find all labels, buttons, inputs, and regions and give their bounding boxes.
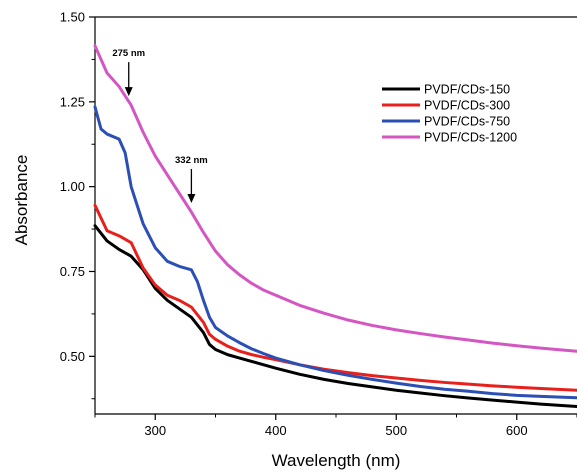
- legend-label: PVDF/CDs-150: [424, 83, 510, 97]
- series-line-pvdf-cds-1200: [93, 44, 577, 353]
- legend-label: PVDF/CDs-300: [424, 99, 510, 113]
- y-tick-label: 1.25: [60, 94, 85, 109]
- series-line-pvdf-cds-750: [93, 105, 577, 400]
- plot-area: [93, 44, 577, 409]
- legend: PVDF/CDs-150 PVDF/CDs-300 PVDF/CDs-750 PVDF…: [382, 83, 517, 145]
- axes: 300 400 500 600 0.50 0.75 1.00 1.25 1.50: [60, 10, 577, 438]
- y-tick-label: 0.75: [60, 264, 85, 279]
- x-tick-label: 400: [265, 423, 287, 438]
- series-line-pvdf-cds-150: [93, 224, 577, 409]
- annotation-label: 332 nm: [175, 155, 208, 166]
- x-tick-label: 600: [506, 423, 528, 438]
- y-axis-title: Absorbance: [12, 155, 31, 246]
- annotation-arrowhead: [187, 194, 196, 204]
- annotation-label: 275 nm: [112, 48, 145, 59]
- series-line-pvdf-cds-300: [93, 203, 577, 392]
- legend-label: PVDF/CDs-1200: [424, 131, 517, 145]
- annotation-arrowhead: [124, 87, 133, 97]
- x-tick-label: 500: [385, 423, 407, 438]
- x-axis-title: Wavelength (nm): [272, 451, 401, 470]
- annotations: 275 nm 332 nm: [112, 48, 208, 204]
- y-tick-label: 1.00: [60, 179, 85, 194]
- y-tick-label: 0.50: [60, 349, 85, 364]
- x-tick-label: 300: [144, 423, 166, 438]
- legend-label: PVDF/CDs-750: [424, 115, 510, 129]
- y-tick-label: 1.50: [60, 10, 85, 25]
